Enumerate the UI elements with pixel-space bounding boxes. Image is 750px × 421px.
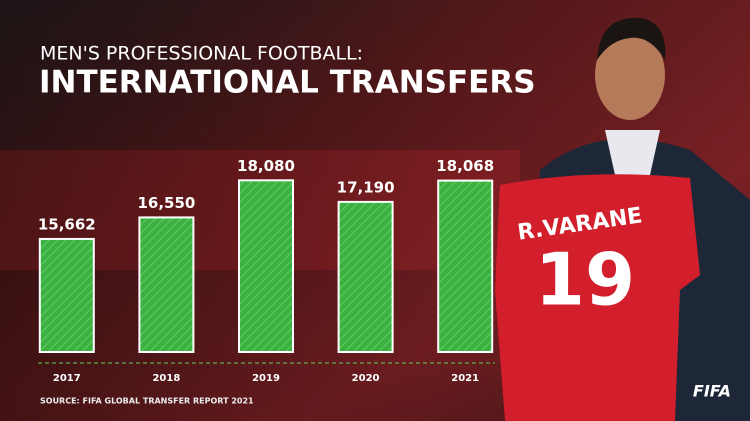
face: [595, 30, 665, 120]
logo: FIFA: [693, 382, 731, 401]
x-tick-label: 2018: [152, 373, 180, 384]
value-label: 17,190: [337, 178, 395, 196]
value-label: 18,080: [237, 157, 295, 175]
bar: [138, 216, 195, 353]
bar: [38, 237, 95, 353]
value-label: 15,662: [38, 215, 96, 233]
x-tick-label: 2021: [451, 373, 479, 384]
x-tick-label: 2019: [252, 373, 280, 384]
bar: [238, 179, 294, 353]
bar: [437, 179, 494, 353]
chart-subtitle: INTERNATIONAL TRANSFERS: [39, 65, 536, 101]
source: SOURCE: FIFA GLOBAL TRANSFER REPORT 2021: [40, 397, 254, 406]
x-tick-label: 2017: [53, 373, 81, 384]
value-label: 18,068: [436, 157, 494, 175]
shirt: [605, 130, 660, 175]
chart-title: MEN'S PROFESSIONAL FOOTBALL:: [40, 43, 363, 65]
value-label: 16,550: [137, 194, 195, 212]
jersey: [495, 174, 700, 421]
hair: [597, 17, 666, 60]
jersey-number: 19: [535, 238, 635, 322]
bar: [337, 200, 394, 353]
x-tick-label: 2020: [352, 373, 380, 384]
